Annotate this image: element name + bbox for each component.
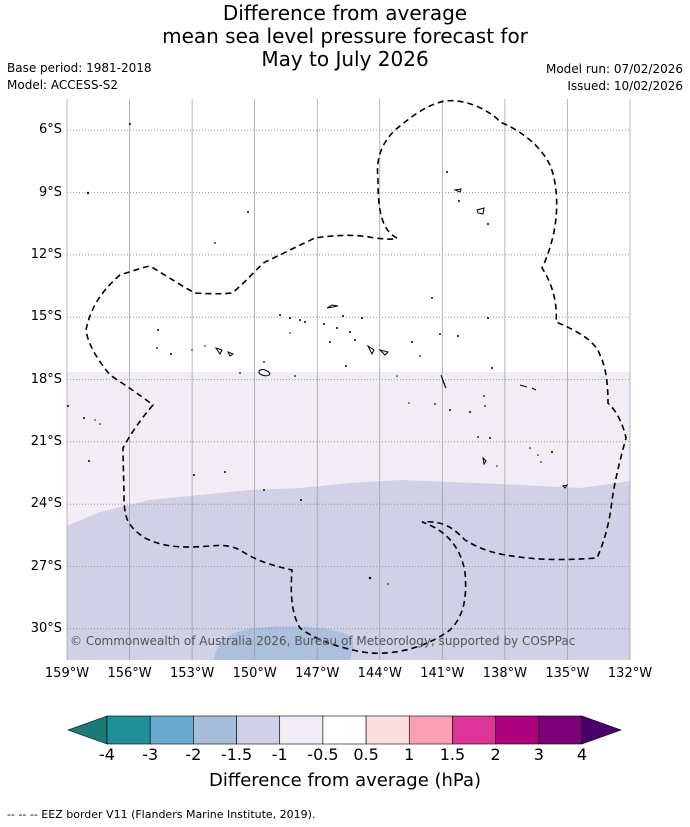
lon-label: 144°W (357, 666, 402, 681)
colorbar-tick-label: 0.5 (353, 745, 379, 764)
title-line-3: May to July 2026 (261, 47, 429, 71)
title-line-2: mean sea level pressure forecast for (162, 24, 528, 48)
colorbar-segment (452, 715, 496, 745)
colorbar-tick-label: 1 (404, 745, 415, 764)
lon-label: 156°W (107, 666, 152, 681)
colorbar-segment (149, 715, 194, 745)
colorbar-extend-low (67, 715, 108, 745)
lon-label: 141°W (420, 666, 465, 681)
colorbar (67, 715, 622, 745)
lon-label: 159°W (44, 666, 90, 681)
lon-label: 147°W (295, 666, 340, 681)
colorbar-segment (365, 715, 410, 745)
colorbar-segment (106, 715, 151, 745)
anomaly-region-minus-1-5 (214, 626, 354, 660)
lat-label: 24°S (30, 496, 62, 512)
issued-date: Issued: 10/02/2026 (567, 79, 683, 93)
colorbar-segment (279, 715, 324, 745)
eez-border (85, 99, 627, 655)
copyright-credit: © Commonwealth of Australia 2026, Bureau… (70, 634, 576, 648)
colorbar-tick-label: -3 (142, 745, 159, 764)
colorbar-tick-label: -2 (185, 745, 202, 764)
colorbar-tick-label: -4 (99, 745, 115, 764)
meta-left: Base period: 1981-2018 Model: ACCESS-S2 (7, 60, 152, 94)
lon-label: 135°W (545, 666, 590, 681)
lat-label: 15°S (30, 309, 62, 325)
colorbar-tick-label: 1.5 (439, 745, 466, 764)
lat-label: 21°S (30, 433, 62, 449)
title-line-1: Difference from average (222, 1, 468, 25)
colorbar-tick-label: -1 (271, 745, 288, 764)
model-run: Model run: 07/02/2026 (545, 62, 683, 76)
lon-label: 153°W (170, 666, 215, 681)
anomaly-region-minus-1 (67, 480, 630, 660)
model-name: Model: ACCESS-S2 (7, 78, 119, 92)
lat-label: 6°S (38, 122, 62, 138)
base-period: Base period: 1981-2018 (7, 61, 152, 75)
colorbar-tick-label: 3 (533, 745, 544, 764)
small-islands (67, 123, 553, 585)
colorbar-segment (236, 715, 281, 745)
colorbar-title: Difference from average (hPa) (208, 770, 482, 791)
map-title: Difference from average mean sea level p… (0, 2, 690, 71)
lat-label: 30°S (30, 620, 62, 636)
lat-label: 18°S (30, 371, 62, 387)
colorbar-segment (495, 715, 540, 745)
lat-label: 12°S (30, 246, 62, 262)
colorbar-segment (408, 715, 453, 745)
graticule (66, 99, 631, 660)
colorbar-segment (193, 715, 237, 745)
colorbar-extend-high (581, 715, 622, 745)
colorbar-tick-label: -0.5 (307, 745, 339, 764)
lat-label: 9°S (38, 184, 62, 200)
eez-legend: -- -- -- EEZ border V11 (Flanders Marine… (7, 808, 316, 821)
islands (214, 188, 569, 489)
lat-label: 27°S (30, 558, 62, 574)
lon-label: 138°W (482, 666, 527, 681)
colorbar-segment (538, 715, 583, 745)
colorbar-tick-label: -1.5 (220, 745, 253, 764)
meta-right: Model run: 07/02/2026 Issued: 10/02/2026 (546, 61, 683, 95)
colorbar-segment (322, 715, 367, 745)
lon-label: 150°W (232, 666, 277, 681)
lon-label: 132°W (607, 666, 653, 681)
colorbar-tick-label: 2 (490, 745, 501, 764)
colorbar-tick-label: 4 (576, 745, 588, 764)
